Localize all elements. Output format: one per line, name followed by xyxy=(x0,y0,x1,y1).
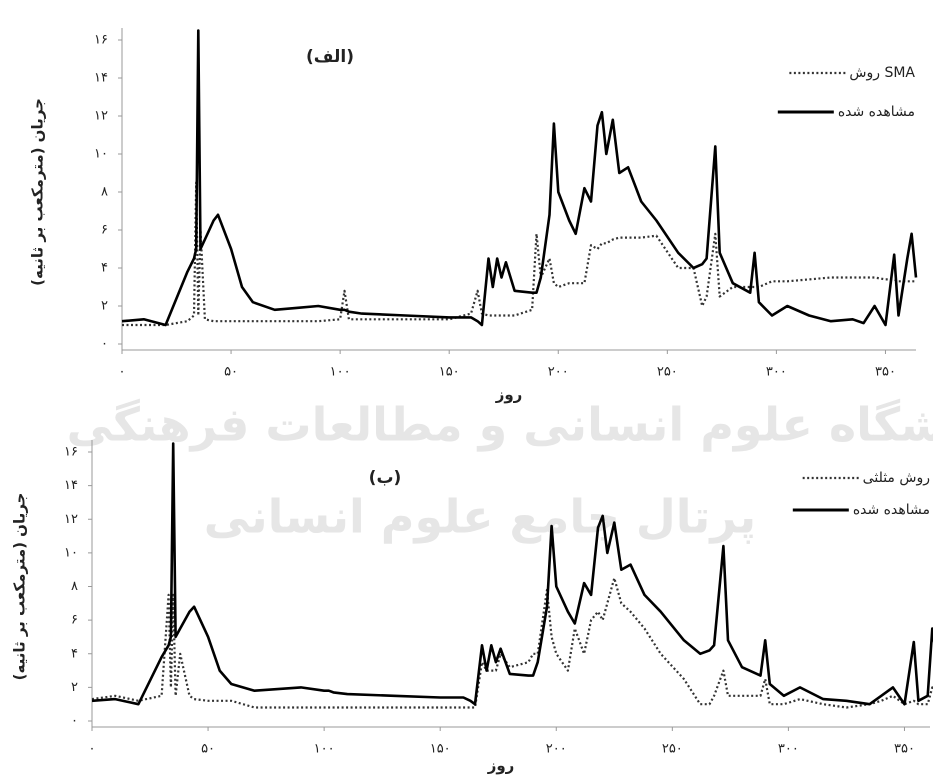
legend-label: روش مثلثی xyxy=(863,470,930,486)
x-tick-label: ۲۰۰ xyxy=(548,365,569,380)
x-tick-label: ۳۵۰ xyxy=(894,742,915,757)
x-tick-label: ۱۵۰ xyxy=(439,365,460,380)
y-tick-label: ۸ xyxy=(101,185,108,200)
x-tick-label: ۱۰۰ xyxy=(330,365,351,380)
y-tick-label: ۶ xyxy=(101,223,108,238)
y-tick-label: ۱۴ xyxy=(94,71,108,86)
x-tick-label: ۵۰ xyxy=(224,365,238,380)
series-line xyxy=(92,444,933,705)
x-tick-label: ۲۵۰ xyxy=(662,742,683,757)
chart-title: (ب) xyxy=(369,468,402,488)
y-tick-label: ۸ xyxy=(71,579,78,594)
watermark: پژوهشگاه علوم انسانی و مطالعات فرهنگی xyxy=(67,398,933,453)
x-tick-label: ۰ xyxy=(89,742,96,757)
chart-title: (الف) xyxy=(306,47,354,67)
y-tick-label: ۰ xyxy=(101,337,108,352)
y-tick-label: ۱۰ xyxy=(94,147,108,162)
x-tick-label: ۵۰ xyxy=(201,742,215,757)
x-tick-label: ۰ xyxy=(119,365,126,380)
legend-label: مشاهده شده xyxy=(853,502,930,518)
y-tick-label: ۶ xyxy=(71,613,78,628)
series-line xyxy=(122,183,916,326)
x-tick-label: ۳۰۰ xyxy=(778,742,799,757)
y-tick-label: ۱۶ xyxy=(94,33,108,48)
figure: پژوهشگاه علوم انسانی و مطالعات فرهنگی پر… xyxy=(0,0,933,776)
legend-label: روش SMA xyxy=(849,65,915,81)
x-axis-label: روز xyxy=(487,757,515,775)
x-tick-label: ۲۰۰ xyxy=(546,742,567,757)
y-axis-label: جریان (مترمکعب بر ثانیه) xyxy=(11,493,29,681)
chart: (الف) ۰ ۲ ۴ ۶ ۸ ۱۰ ۱۲ ۱۴ ۱۶ ۰ ۵۰ ۱۰۰ ۱۵۰ ۲۰۰ ۲۵۰ ۳۰۰ ۳۵۰ ر… xyxy=(29,28,917,404)
x-tick-label: ۳۰۰ xyxy=(766,365,787,380)
y-tick-label: ۴ xyxy=(101,261,108,276)
x-tick-label: ۲۵۰ xyxy=(657,365,678,380)
x-tick-label: ۳۵۰ xyxy=(875,365,896,380)
x-tick-label: ۱۵۰ xyxy=(430,742,451,757)
y-tick-label: ۲ xyxy=(101,299,108,314)
x-tick-label: ۱۰۰ xyxy=(314,742,335,757)
y-axis-label: جریان (مترمکعب بر ثانیه) xyxy=(29,98,47,286)
y-tick-label: ۱۲ xyxy=(64,512,78,527)
y-tick-label: ۲ xyxy=(71,680,78,695)
legend-label: مشاهده شده xyxy=(838,104,915,120)
x-axis-label: روز xyxy=(495,386,523,404)
y-tick-label: ۱۴ xyxy=(64,478,78,493)
series-line xyxy=(92,578,933,707)
y-tick-label: ۴ xyxy=(71,646,78,661)
watermark: پرتال جامع علوم انسانی xyxy=(204,490,756,545)
y-tick-label: ۱۰ xyxy=(64,545,78,560)
y-tick-label: ۱۶ xyxy=(64,445,78,460)
y-tick-label: ۰ xyxy=(71,714,78,729)
y-tick-label: ۱۲ xyxy=(94,109,108,124)
